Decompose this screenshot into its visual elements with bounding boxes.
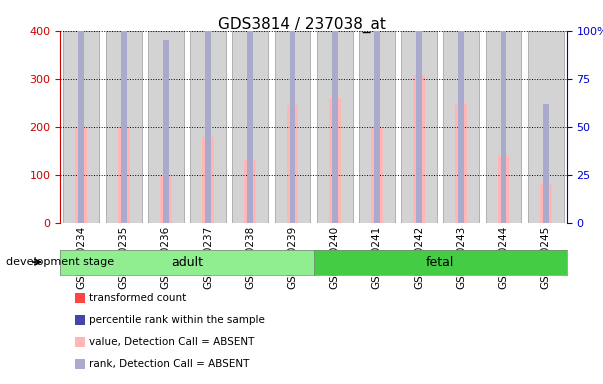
- Bar: [455, 104, 467, 223]
- Bar: [247, 6, 253, 223]
- Bar: [443, 31, 479, 223]
- Text: adult: adult: [171, 256, 203, 268]
- Bar: [163, 40, 169, 223]
- Text: value, Detection Call = ABSENT: value, Detection Call = ABSENT: [89, 337, 254, 347]
- Bar: [75, 127, 87, 223]
- Bar: [205, 0, 211, 223]
- Bar: [232, 31, 268, 223]
- Bar: [332, 0, 338, 223]
- Text: transformed count: transformed count: [89, 293, 186, 303]
- Bar: [401, 31, 437, 223]
- Bar: [106, 31, 142, 223]
- Text: rank, Detection Call = ABSENT: rank, Detection Call = ABSENT: [89, 359, 250, 369]
- Bar: [190, 31, 226, 223]
- Bar: [500, 0, 507, 223]
- Bar: [317, 31, 353, 223]
- Text: fetal: fetal: [426, 256, 455, 268]
- Text: GDS3814 / 237038_at: GDS3814 / 237038_at: [218, 17, 385, 33]
- Bar: [371, 127, 383, 223]
- Bar: [329, 98, 341, 223]
- Bar: [63, 31, 99, 223]
- Bar: [416, 0, 422, 223]
- Bar: [160, 175, 172, 223]
- Bar: [485, 31, 522, 223]
- Bar: [458, 0, 464, 223]
- Bar: [286, 105, 298, 223]
- Bar: [289, 0, 295, 223]
- Bar: [528, 31, 564, 223]
- Bar: [148, 31, 184, 223]
- Bar: [202, 137, 214, 223]
- Bar: [121, 0, 127, 223]
- Text: development stage: development stage: [6, 257, 114, 267]
- Bar: [244, 161, 256, 223]
- Text: percentile rank within the sample: percentile rank within the sample: [89, 315, 265, 325]
- Bar: [413, 75, 425, 223]
- Bar: [118, 127, 130, 223]
- Bar: [374, 0, 380, 223]
- Bar: [359, 31, 395, 223]
- Bar: [540, 184, 552, 223]
- Bar: [543, 104, 549, 223]
- Bar: [497, 157, 510, 223]
- Bar: [78, 0, 84, 223]
- Bar: [274, 31, 311, 223]
